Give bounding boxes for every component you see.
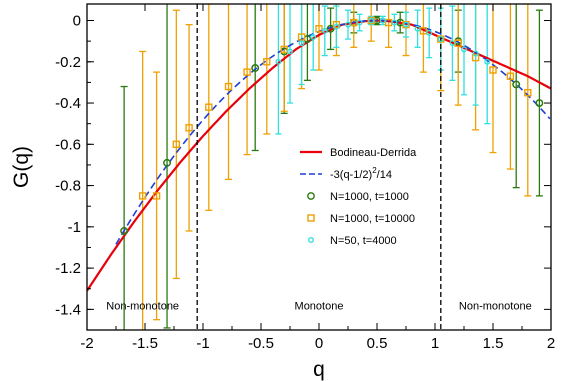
data-point — [345, 21, 351, 28]
y-tick-label: 0 — [73, 13, 81, 30]
region-boundaries — [196, 4, 442, 330]
parabola-curve — [115, 19, 551, 245]
legend-label: N=50, t=4000 — [330, 235, 397, 247]
x-tick-label: -0.5 — [248, 335, 274, 352]
data-point — [310, 34, 317, 40]
x-tick-label: -1.5 — [132, 335, 158, 352]
y-axis-label: G(q) — [10, 146, 33, 188]
data-point — [263, 58, 271, 66]
legend-marker — [308, 236, 315, 243]
region-label: Monotone — [295, 300, 344, 312]
data-point — [489, 66, 497, 74]
y-tick-label: -1 — [68, 219, 81, 236]
data-point — [251, 64, 260, 72]
y-tick-label: -0.8 — [55, 178, 81, 195]
data-point — [163, 158, 171, 167]
data-point — [506, 72, 515, 80]
data-point — [391, 19, 398, 26]
data-point — [437, 36, 444, 43]
data-point — [356, 19, 363, 26]
legend-label: -3(q-1/2)2/14 — [330, 166, 392, 181]
data-point — [315, 25, 323, 33]
data-point — [524, 89, 532, 97]
axes: -2 -1.5 -1 -0.5 0 0.5 1 1.5 2 0 -0.2 -0.4 -0.6 -0.8 -1… — [55, 4, 555, 352]
data-point — [332, 20, 341, 29]
data-point — [449, 40, 456, 47]
data-point — [321, 27, 328, 34]
y-tick-label: -0.6 — [55, 136, 81, 153]
data-point — [297, 33, 306, 41]
region-label: Non-monotone — [106, 300, 179, 312]
data-point — [205, 103, 213, 111]
data-point — [298, 40, 305, 47]
x-axis-label: q — [313, 358, 325, 381]
legend: Bodineau-Derrida -3(q-1/2)2/14 N=1000, t=1… — [300, 147, 417, 247]
data-points — [120, 16, 544, 235]
legend-marker — [307, 214, 315, 222]
data-point — [426, 29, 433, 36]
x-tick-label: -1 — [196, 335, 209, 352]
data-point — [280, 45, 288, 54]
data-point — [379, 17, 386, 24]
data-point — [414, 25, 421, 32]
data-point — [484, 58, 491, 65]
y-tick-label: -0.2 — [55, 54, 81, 71]
y-tick-label: -0.4 — [55, 95, 81, 112]
x-tick-label: 0 — [315, 335, 323, 352]
error-bars — [120, 4, 543, 330]
bodineau-derrida-curve — [87, 19, 551, 292]
data-point — [403, 21, 409, 28]
data-point — [368, 17, 375, 24]
data-point — [152, 192, 161, 200]
y-tick-label: -1.2 — [55, 260, 81, 277]
data-point — [367, 16, 375, 25]
data-point — [185, 124, 193, 132]
data-point — [437, 35, 445, 43]
data-point — [402, 20, 410, 29]
data-point — [172, 140, 181, 149]
data-point — [287, 48, 293, 55]
data-point — [138, 192, 147, 200]
legend-marker — [307, 192, 315, 200]
data-point — [333, 23, 340, 30]
x-tick-label: 1.5 — [483, 335, 504, 352]
y-tick-label: -1.4 — [55, 301, 81, 318]
data-point — [461, 46, 467, 53]
legend-label: N=1000, t=10000 — [330, 213, 415, 225]
data-point — [471, 53, 480, 62]
data-point — [120, 227, 129, 235]
data-point — [419, 27, 428, 35]
x-tick-label: -2 — [80, 335, 93, 352]
data-point — [472, 50, 479, 57]
legend-label: N=1000, t=1000 — [330, 191, 409, 203]
region-label: Non-monotone — [459, 300, 532, 312]
data-point — [535, 99, 544, 107]
region-labels: Non-monotone Monotone Non-monotone — [106, 300, 531, 312]
legend-label: Bodineau-Derrida — [330, 147, 417, 159]
data-point — [243, 68, 251, 76]
x-tick-label: 1 — [431, 335, 439, 352]
data-point — [275, 58, 282, 65]
x-tick-label: 2 — [547, 335, 555, 352]
data-point — [326, 24, 335, 33]
x-tick-label: 0.5 — [367, 335, 388, 352]
data-point — [512, 80, 521, 89]
data-point — [224, 82, 233, 91]
